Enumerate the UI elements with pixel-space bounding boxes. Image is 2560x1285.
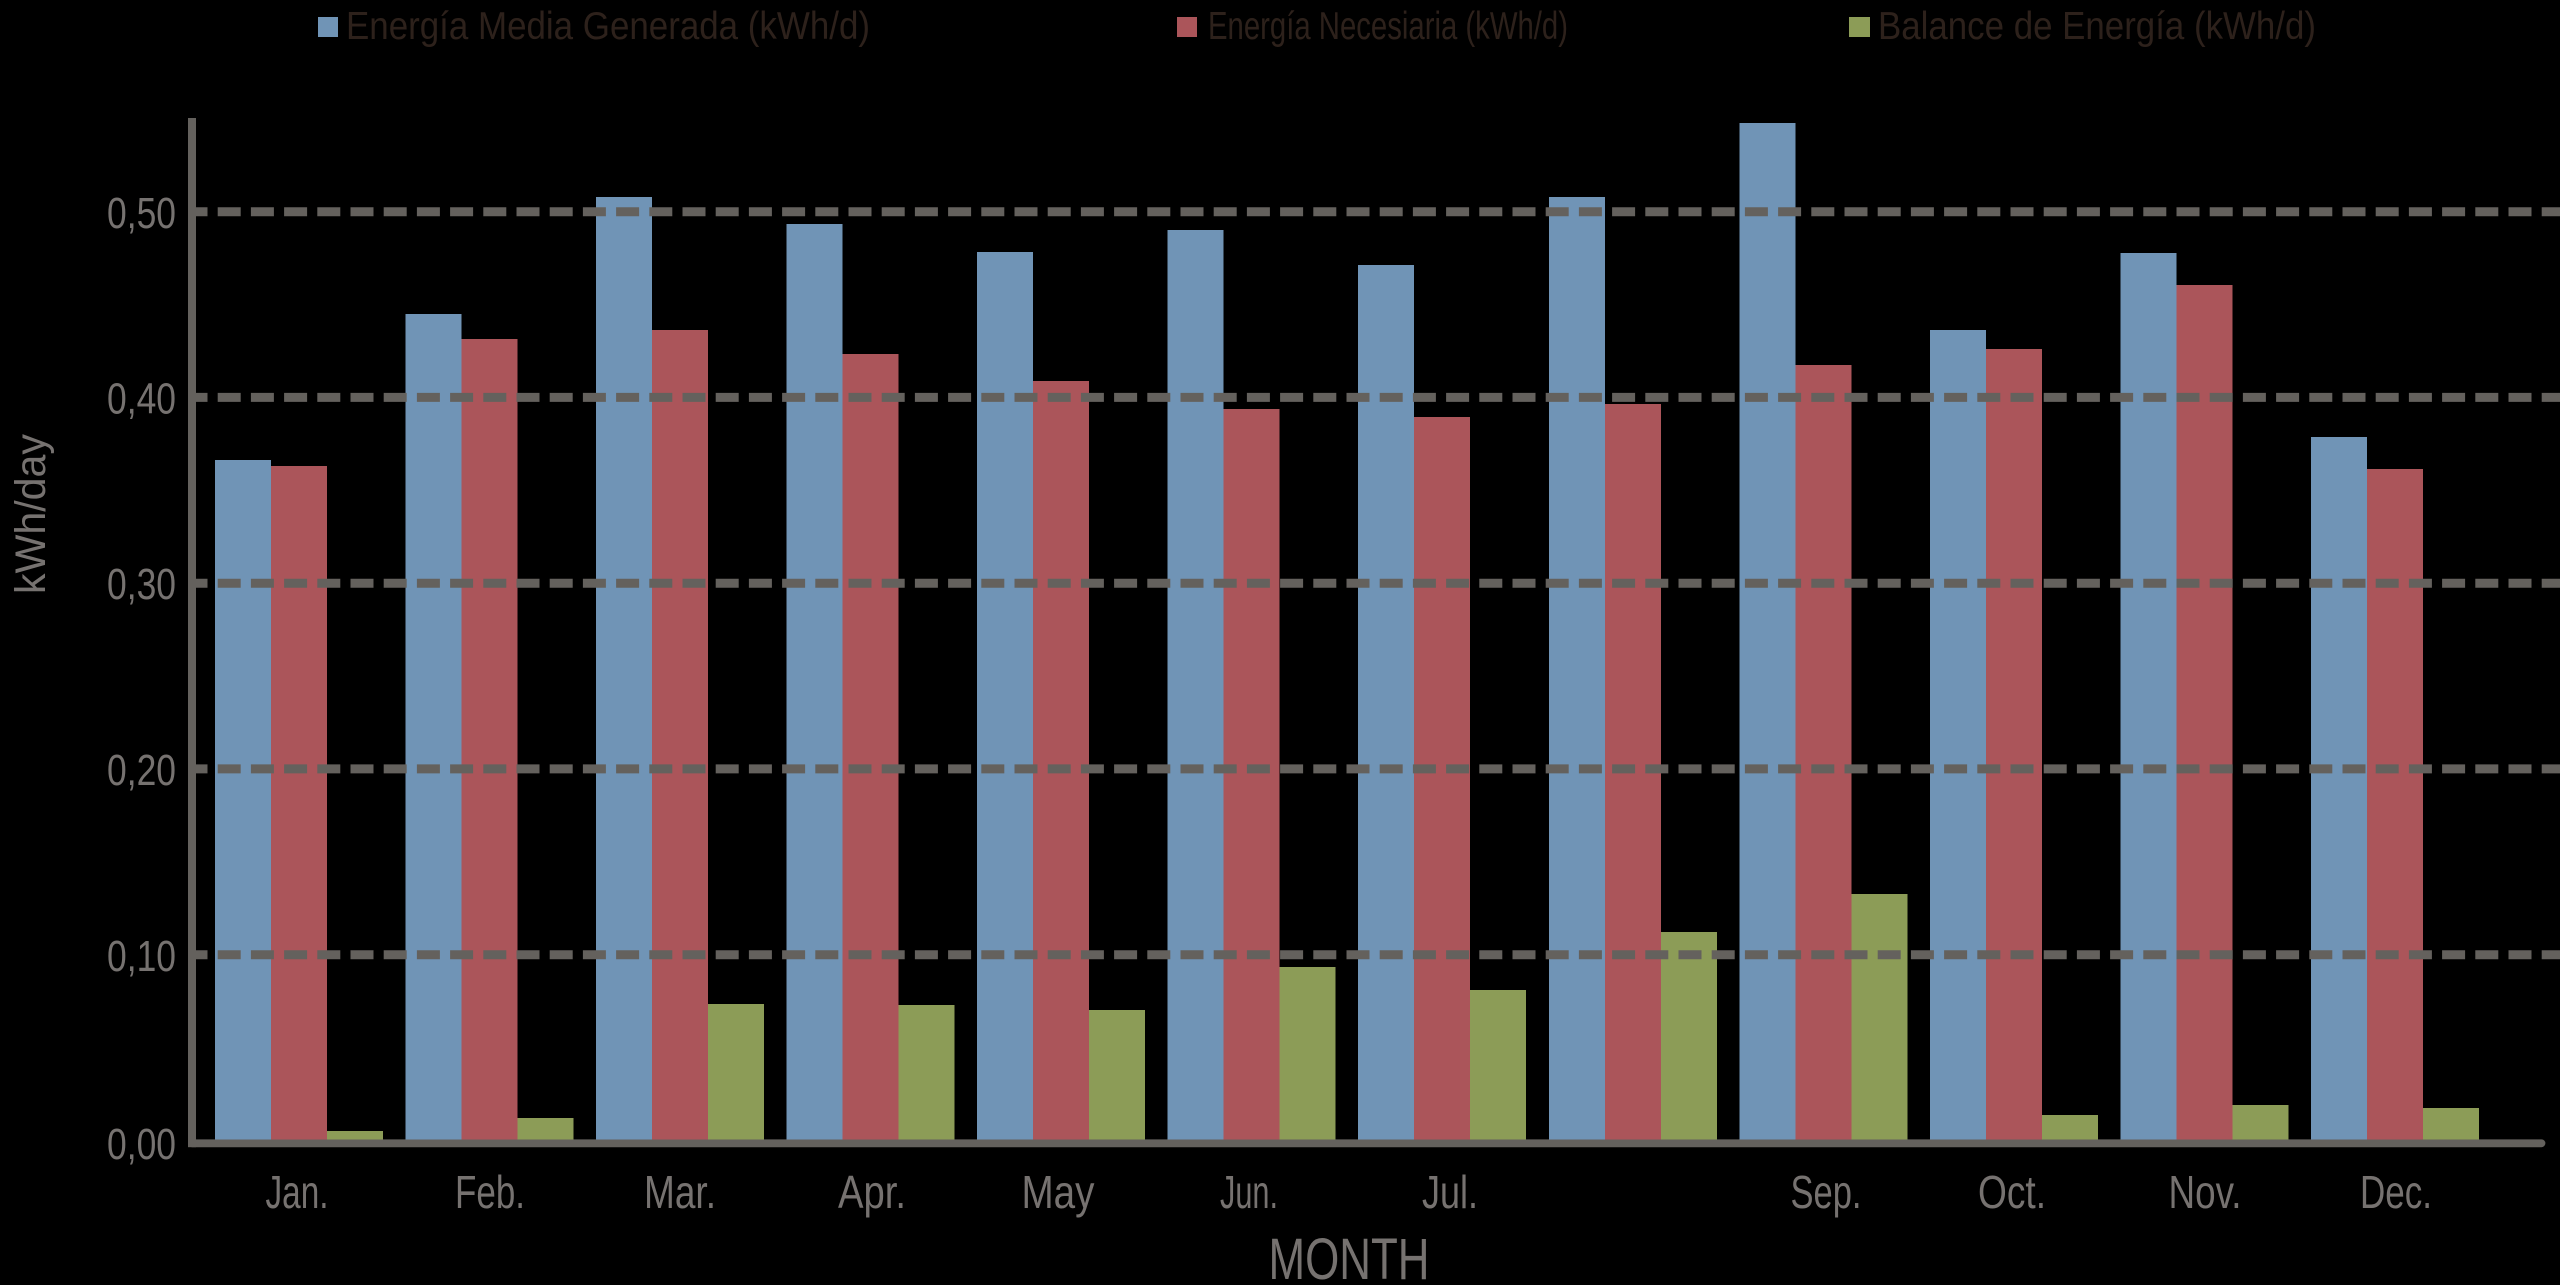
svg-text:Oct.: Oct. xyxy=(1978,1166,2046,1218)
svg-text:MONTH: MONTH xyxy=(1269,1227,1430,1285)
svg-text:Jun.: Jun. xyxy=(1220,1166,1278,1218)
svg-text:0,00: 0,00 xyxy=(107,1120,176,1169)
svg-text:May: May xyxy=(1022,1166,1095,1218)
svg-text:Jan.: Jan. xyxy=(266,1166,329,1218)
svg-text:Feb.: Feb. xyxy=(455,1166,525,1218)
svg-text:Nov.: Nov. xyxy=(2169,1166,2242,1218)
svg-text:0,40: 0,40 xyxy=(107,375,176,424)
svg-text:Mar.: Mar. xyxy=(644,1166,716,1218)
svg-text:0,20: 0,20 xyxy=(107,746,176,795)
svg-text:Energía Necesiaria (kWh/d): Energía Necesiaria (kWh/d) xyxy=(1208,5,1568,48)
svg-text:Energía Media Generada (kWh/d): Energía Media Generada (kWh/d) xyxy=(346,5,870,48)
svg-text:Apr.: Apr. xyxy=(838,1166,906,1218)
svg-text:0,10: 0,10 xyxy=(107,932,176,981)
svg-text:0,50: 0,50 xyxy=(107,189,176,238)
svg-text:Jul.: Jul. xyxy=(1422,1166,1478,1218)
svg-text:0,30: 0,30 xyxy=(107,560,176,609)
svg-text:Balance de Energía (kWh/d): Balance de Energía (kWh/d) xyxy=(1878,5,2316,48)
svg-text:Dec.: Dec. xyxy=(2360,1166,2432,1218)
svg-text:kWh/day: kWh/day xyxy=(7,434,55,594)
svg-text:Sep.: Sep. xyxy=(1791,1166,1862,1218)
